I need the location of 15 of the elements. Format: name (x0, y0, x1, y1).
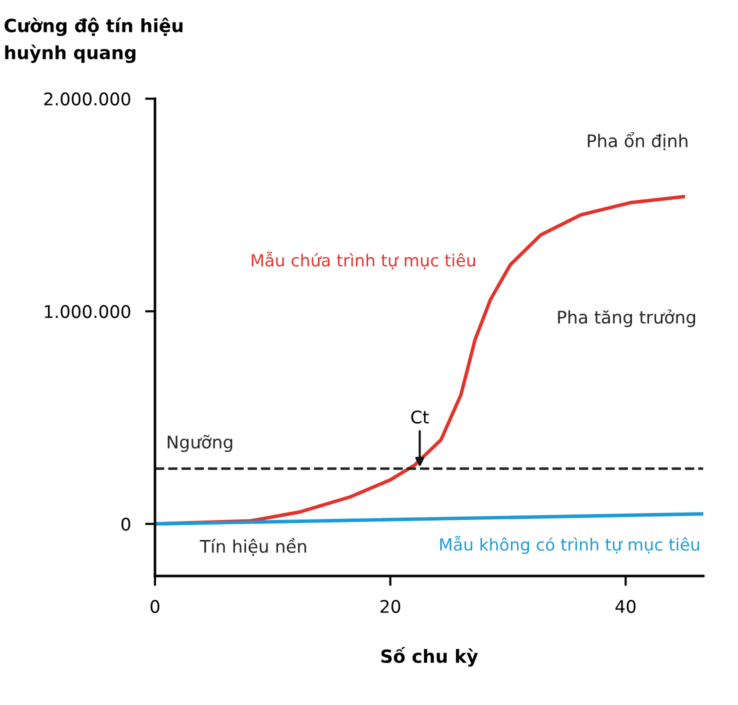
annotation: Pha ổn định (588, 132, 688, 150)
x-axis-title: Số chu kỳ (381, 646, 478, 667)
annotation: Ct (411, 410, 429, 424)
y-tick-label: 1.000.000 (44, 305, 130, 318)
x-tick-label: 20 (380, 600, 400, 614)
y-tick-label: 0 (121, 518, 130, 531)
y-axis-title: Cường độ tín hiệu huỳnh quang (4, 18, 182, 63)
ref-line-label: Ngưỡng (168, 434, 232, 452)
x-tick-label: 0 (150, 600, 160, 614)
series-label: Mẫu chứa trình tự mục tiêu (252, 252, 476, 270)
annotation: Tín hiệu nền (200, 538, 306, 556)
series-label: Mẫu không có trình tự mục tiêu (440, 536, 700, 554)
x-tick-label: 40 (615, 600, 636, 614)
annotation: Pha tăng trưởng (558, 309, 696, 328)
y-tick-label: 2.000.000 (44, 92, 130, 106)
